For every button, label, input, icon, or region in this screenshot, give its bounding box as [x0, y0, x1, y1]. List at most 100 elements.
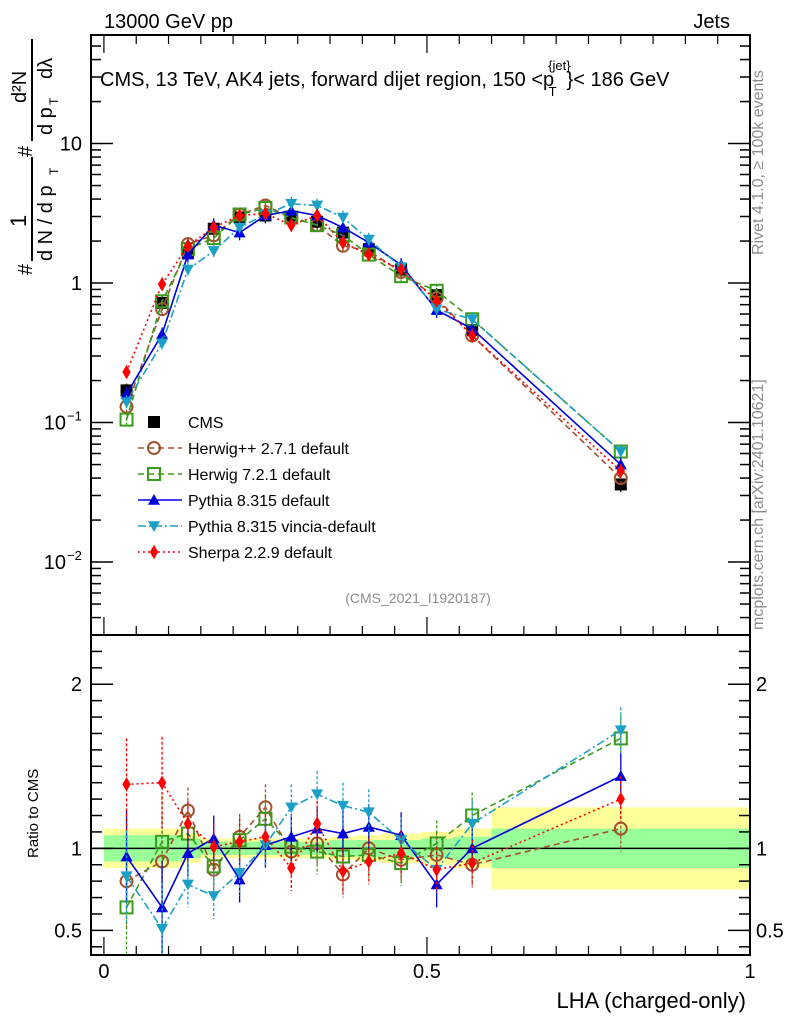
- marker-triangle-up: [181, 847, 194, 859]
- marker-diamond: [287, 860, 296, 876]
- marker-diamond: [287, 217, 296, 233]
- marker-open-square: [119, 412, 134, 427]
- marker-diamond: [312, 208, 322, 223]
- marker-diamond: [432, 862, 441, 877]
- ylabel-hash2: #: [15, 145, 37, 157]
- marker-diamond: [235, 834, 244, 849]
- marker-triangle-up: [148, 494, 160, 505]
- marker-diamond: [364, 247, 374, 262]
- series-sherpa-2-2-9-default: [122, 736, 625, 895]
- marker-triangle-up: [336, 221, 349, 233]
- ratio-plot-series: [119, 707, 628, 955]
- series-line: [125, 207, 622, 453]
- marker-triangle-down: [207, 891, 220, 902]
- marker-diamond: [467, 328, 477, 343]
- marker-triangle-down: [233, 868, 246, 879]
- marker-open-square: [155, 294, 170, 309]
- marker-diamond: [209, 220, 218, 235]
- ratio-plot-frame: [90, 634, 751, 956]
- marker-diamond: [157, 775, 167, 790]
- marker-open-square: [147, 467, 161, 481]
- analysis-reference: (CMS_2021_I1920187): [345, 590, 491, 606]
- marker-diamond: [338, 864, 348, 879]
- y-tick-label: 10: [44, 552, 66, 574]
- ratio-y-tick-label: 1: [71, 838, 82, 860]
- marker-triangle-down: [285, 198, 298, 210]
- marker-triangle-up: [207, 832, 220, 844]
- marker-diamond: [235, 208, 244, 223]
- ratio-plot-axes: 2 21 10.5 0.50 0.5 1: [54, 634, 784, 983]
- main-plot-series: [119, 196, 628, 493]
- marker-diamond: [122, 777, 131, 792]
- mcplots-label: mcplots.cern.ch [arXiv:2401.10621]: [750, 379, 767, 630]
- marker-triangle-up: [336, 827, 349, 839]
- marker-triangle-down: [120, 397, 133, 409]
- title-sub: T: [549, 84, 557, 99]
- marker-open-circle: [613, 821, 628, 836]
- marker-triangle-down: [181, 264, 194, 276]
- marker-triangle-down: [336, 212, 349, 224]
- marker-triangle-up: [156, 901, 169, 913]
- series-line: [125, 212, 622, 472]
- legend: CMS Herwig++ 2.7.1 default Herwig 7.2.1 de…: [138, 415, 376, 562]
- marker-triangle-down: [614, 446, 627, 458]
- legend-entry: Pythia 8.315 default: [138, 493, 330, 510]
- legend-label: Pythia 8.315 vincia-default: [188, 519, 376, 536]
- series-sherpa-2-2-9-default: [122, 206, 625, 479]
- marker-diamond: [149, 544, 159, 560]
- legend-label: Sherpa 2.2.9 default: [188, 545, 333, 562]
- ylabel-den2: d p: [35, 107, 57, 135]
- legend-entry: Pythia 8.315 vincia-default: [138, 519, 376, 536]
- ratio-plot-background: [91, 807, 750, 890]
- ylabel-den2-tail: dλ: [35, 58, 57, 79]
- marker-open-circle: [147, 441, 161, 455]
- marker-diamond: [312, 816, 322, 831]
- legend-entry: Sherpa 2.2.9 default: [138, 544, 333, 562]
- marker-diamond: [261, 829, 270, 845]
- ylabel-den1: d N / d p: [35, 185, 57, 261]
- legend-entry: Herwig 7.2.1 default: [138, 467, 331, 484]
- legend-label: Herwig++ 2.7.1 default: [188, 441, 350, 458]
- rivet-version-label: Rivet 4.1.0, ≥ 100k events: [750, 70, 767, 255]
- marker-triangle-down: [207, 246, 220, 257]
- ylabel-den2-sub: T: [47, 97, 61, 105]
- legend-entry: Herwig++ 2.7.1 default: [138, 441, 350, 458]
- marker-open-square: [155, 834, 170, 849]
- ylabel-num2: d²N: [9, 71, 31, 103]
- marker-square: [148, 416, 160, 428]
- marker-triangle-up: [181, 248, 194, 260]
- marker-triangle-down: [311, 200, 324, 212]
- y-tick-label: 10: [44, 413, 66, 435]
- main-plot-title: CMS, 13 TeV, AK4 jets, forward dijet reg…: [100, 58, 670, 99]
- marker-triangle-down: [336, 800, 349, 812]
- series-line: [125, 729, 622, 931]
- ratio-y-tick-label-right: 1: [756, 838, 767, 860]
- ylabel-hash1: #: [15, 263, 37, 275]
- ratio-y-tick-label: 2: [71, 674, 82, 696]
- main-y-axis-label: # 1 d N / d p T # d²N d p T dλ: [6, 39, 61, 275]
- series-line: [126, 781, 622, 873]
- legend-entry: CMS: [148, 415, 224, 432]
- series-line: [125, 202, 622, 453]
- marker-triangle-down: [148, 521, 160, 532]
- marker-triangle-down: [120, 871, 133, 883]
- marker-diamond: [396, 262, 406, 277]
- legend-label: Herwig 7.2.1 default: [188, 467, 331, 484]
- header-beam-label: 13000 GeV pp: [104, 11, 233, 33]
- marker-triangle-down: [156, 338, 169, 350]
- x-tick-label: 0.5: [413, 961, 441, 983]
- series-line: [125, 737, 622, 908]
- marker-diamond: [364, 854, 374, 869]
- ratio-y-tick-label: 0.5: [54, 920, 82, 942]
- x-tick-label: 1: [744, 961, 755, 983]
- marker-diamond: [122, 364, 131, 380]
- y-tick-exponent: −2: [67, 548, 82, 563]
- x-tick-label: 0: [98, 961, 109, 983]
- marker-triangle-up: [285, 830, 298, 842]
- marker-triangle-up: [614, 770, 627, 781]
- legend-label: CMS: [188, 415, 224, 432]
- legend-label: Pythia 8.315 default: [188, 493, 330, 510]
- marker-triangle-down: [466, 818, 479, 830]
